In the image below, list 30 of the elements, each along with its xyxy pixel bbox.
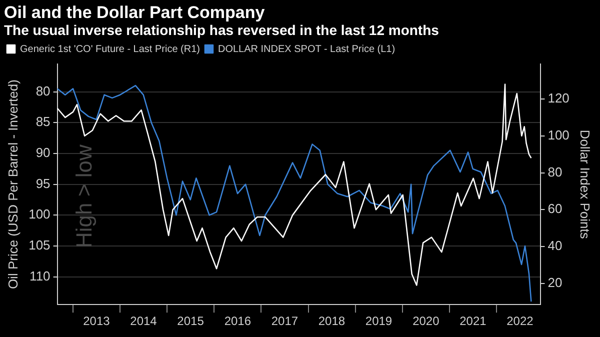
y-tick-label: 95: [36, 176, 50, 191]
x-tick-label: 2016: [224, 314, 252, 328]
legend-label: DOLLAR INDEX SPOT - Last Price (L1): [218, 44, 396, 55]
x-tick-label: 2013: [83, 314, 110, 328]
x-tick-label: 2015: [177, 314, 204, 328]
y-tick-label: 105: [28, 238, 50, 253]
y-tick-label: 80: [36, 83, 50, 98]
y-tick-label: 85: [36, 114, 50, 130]
x-tick-label: 2017: [271, 314, 298, 328]
y-tick-label: 110: [30, 268, 50, 284]
x-tick-label: 2021: [460, 314, 487, 328]
annotation: High > low: [71, 144, 96, 248]
chart-title: Oil and the Dollar Part Company: [3, 2, 266, 22]
y2-tick-label: 80: [548, 164, 562, 180]
y2-tick-label: 100: [548, 127, 570, 142]
y-tick-label: 90: [36, 145, 50, 160]
x-tick-label: 2018: [318, 314, 346, 328]
x-tick-label: 2022: [506, 314, 534, 328]
y2-tick-label: 20: [548, 274, 562, 290]
y2-axis-title: Dollar Index Points: [578, 130, 593, 240]
y2-tick-label: 120: [548, 90, 570, 106]
chart-subtitle: The usual inverse relationship has reversed in the last 12 months: [3, 22, 440, 39]
x-tick-label: 2014: [130, 314, 158, 328]
y-axis-title: Oil Price (USD Per Barrel - Inverted): [5, 80, 20, 290]
y2-tick-label: 40: [548, 238, 562, 254]
x-tick-label: 2020: [412, 314, 440, 328]
y2-tick-label: 60: [548, 201, 562, 216]
legend-label: Generic 1st 'CO' Future - Last Price (R1): [20, 44, 200, 55]
x-tick-label: 2019: [365, 314, 392, 328]
y-tick-label: 100: [28, 206, 50, 222]
